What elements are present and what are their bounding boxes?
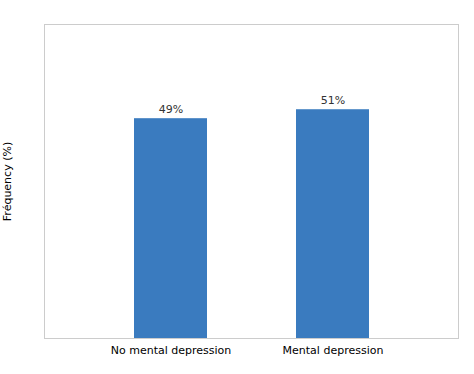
svg-text:No mental depression: No mental depression: [111, 344, 232, 357]
svg-text:Fréquency (%): Fréquency (%): [1, 142, 14, 221]
svg-text:Mental depression: Mental depression: [283, 344, 384, 357]
svg-text:51%: 51%: [321, 94, 345, 107]
svg-text:49%: 49%: [159, 103, 183, 116]
